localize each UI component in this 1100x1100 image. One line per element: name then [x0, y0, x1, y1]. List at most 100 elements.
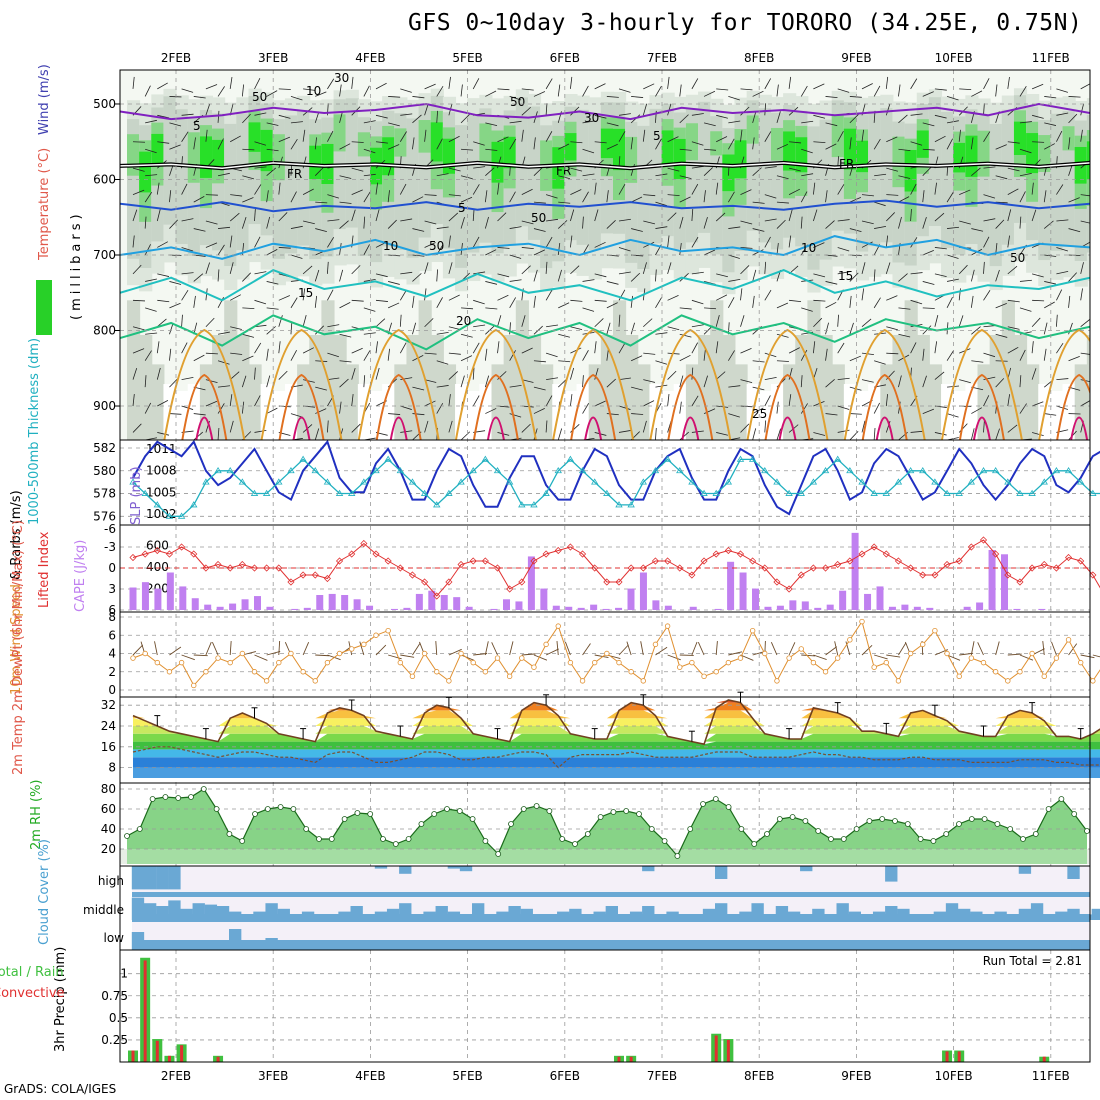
precip-label: 3hr Precip (mm)	[53, 947, 68, 1052]
x-tick-bottom: 7FEB	[647, 1069, 677, 1083]
rh-marker	[866, 818, 873, 824]
thickness-marker	[663, 455, 672, 462]
wind-barb	[1056, 219, 1069, 222]
wind-barb	[460, 175, 473, 180]
wind-barb	[472, 209, 475, 222]
wind-barb	[339, 269, 344, 282]
wind-barb	[728, 254, 740, 259]
wind-barb	[448, 294, 460, 301]
wind-barb	[193, 96, 206, 99]
wind-barb	[655, 646, 668, 656]
wind-barb	[667, 654, 681, 661]
wind-barb	[472, 342, 480, 354]
rh-marker	[623, 808, 630, 814]
wind-barb	[375, 644, 387, 656]
cape-bar	[254, 596, 261, 610]
wind-barb	[873, 428, 876, 440]
wind-tick: 8	[108, 610, 116, 624]
wind-barb	[278, 295, 290, 301]
wind-barb	[448, 194, 461, 197]
precip-panel-frame	[119, 949, 1091, 1063]
wind-barb	[837, 429, 850, 433]
wind-barb	[825, 220, 835, 229]
wind-barb	[679, 243, 682, 256]
wind-barb	[570, 141, 583, 144]
rh-marker	[572, 841, 578, 847]
dewpt-line	[132, 746, 1100, 769]
wind-barb	[959, 379, 971, 384]
thickness-marker	[821, 466, 830, 474]
wind-barb	[132, 167, 145, 172]
wind-barb	[205, 129, 208, 142]
isotherm-30	[667, 373, 714, 440]
wind-barb	[1093, 86, 1098, 97]
wind-barb	[351, 167, 364, 172]
wind-barb	[703, 249, 716, 256]
wind-barb	[922, 166, 932, 176]
wind-barb	[460, 375, 465, 388]
cape-bar	[527, 556, 535, 610]
wind-barb	[533, 295, 536, 308]
temp-side-label: 2m Temp 2m DewPt (6hr Min/Max) (°C)	[11, 520, 26, 775]
thickness-marker	[773, 478, 781, 485]
wind-barb	[667, 370, 677, 380]
thickness-marker	[785, 489, 793, 496]
wind-barb	[1031, 401, 1044, 407]
wind-barb	[643, 220, 656, 225]
wind-barb	[861, 420, 866, 433]
wind-barb	[315, 408, 327, 414]
thickness-marker	[311, 466, 319, 474]
rh-marker	[520, 806, 527, 812]
wind-barb	[1068, 96, 1081, 98]
wind-barb	[582, 191, 589, 203]
wind-marker	[932, 627, 938, 634]
wind-barb	[983, 325, 996, 328]
wind-barb	[715, 341, 719, 354]
wind-barb	[448, 135, 460, 143]
cape-bar	[839, 590, 847, 610]
cape-bar	[888, 606, 896, 610]
wind-barb	[788, 347, 800, 354]
wind-barb	[570, 326, 583, 331]
wind-barb	[217, 172, 230, 177]
isotherm-35	[875, 416, 894, 440]
li-marker	[907, 564, 915, 572]
li-marker	[967, 543, 975, 551]
rh-band-green	[333, 114, 347, 152]
wind-barb	[873, 402, 880, 414]
isotherm-10	[120, 235, 1090, 260]
wind-barb	[697, 642, 705, 656]
wind-barb	[958, 129, 961, 142]
wind-barb	[715, 315, 720, 327]
isotherm-25	[843, 328, 926, 440]
li-marker	[384, 557, 392, 565]
wind-barb	[740, 288, 743, 301]
temp-band	[133, 741, 1100, 750]
wind-barb	[436, 360, 449, 365]
precip-tick: 0.5	[109, 1011, 128, 1025]
y-tick-label: 600	[93, 172, 116, 186]
wind-barb	[1056, 184, 1064, 195]
temp-tick: 32	[101, 698, 116, 712]
wind-barb	[424, 400, 436, 407]
contour-label: 15	[838, 269, 853, 283]
wind-barb	[679, 431, 689, 440]
wind-barb	[728, 413, 740, 418]
wind-barb	[351, 76, 354, 89]
wind-barb	[606, 348, 609, 361]
thickness-marker	[542, 489, 550, 496]
wind-barb	[874, 654, 888, 660]
wind-barb	[946, 654, 961, 661]
wind-barb	[691, 78, 699, 90]
wind-barb	[1044, 281, 1057, 285]
wind-barb	[1007, 346, 1019, 354]
wind-barb	[704, 307, 717, 310]
wind-barb	[703, 90, 716, 97]
wind-marker	[531, 664, 537, 670]
x-tick-top: 3FEB	[258, 51, 288, 65]
wind-barb	[1056, 405, 1068, 410]
wind-barb	[558, 201, 571, 204]
li-marker	[481, 557, 489, 565]
rh-marker	[674, 853, 681, 859]
wind-barb	[412, 137, 415, 150]
